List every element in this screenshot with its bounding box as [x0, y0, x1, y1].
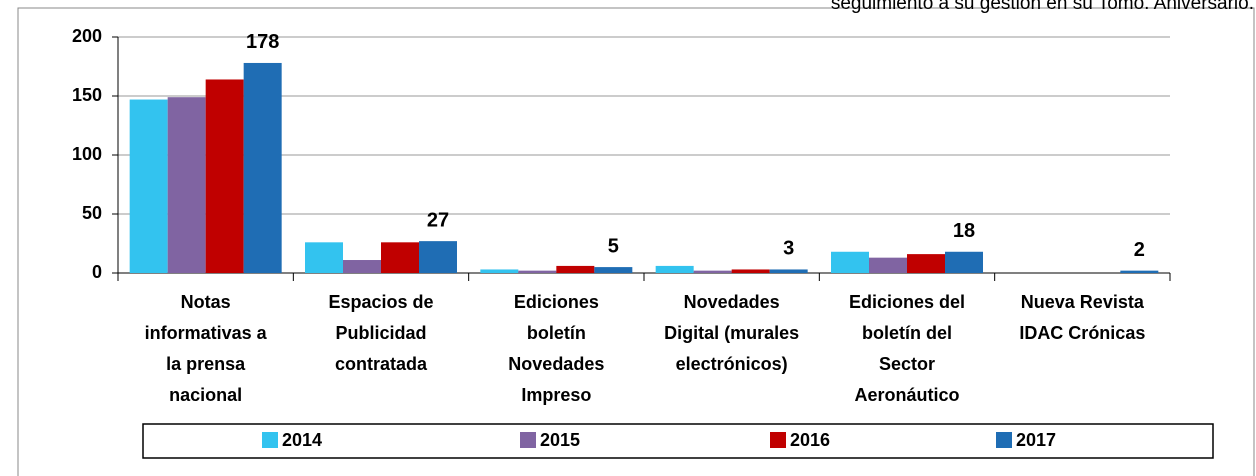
- bar: [167, 97, 206, 274]
- legend-swatch: [770, 432, 786, 448]
- data-label: 18: [953, 220, 975, 242]
- legend-box: [142, 423, 1214, 459]
- chart-frame: [17, 7, 1255, 476]
- header-text: seguimiento a su gestión en su Tomo. Ani…: [831, 0, 1254, 14]
- legend-label: 2017: [1016, 430, 1056, 450]
- legend-label: 2015: [540, 430, 580, 450]
- bar: [907, 254, 945, 273]
- y-tick-label: 0: [92, 262, 102, 282]
- bar: [243, 62, 282, 274]
- data-label: 27: [427, 209, 449, 231]
- data-label: 3: [783, 238, 794, 260]
- data-label: 5: [608, 235, 619, 257]
- legend-label: 2014: [282, 430, 322, 450]
- x-tick-label: Novedades Digital (murales electrónicos): [664, 292, 799, 374]
- bar: [419, 241, 457, 273]
- bar: [305, 242, 343, 273]
- bar: [769, 269, 808, 273]
- data-label: 2: [1134, 239, 1145, 261]
- bar: [480, 269, 519, 273]
- bar: [693, 270, 732, 273]
- bar: [831, 251, 869, 273]
- bar: [945, 251, 983, 273]
- bar: [655, 265, 694, 273]
- x-tick-label: Espacios de Publicidad contratada: [328, 292, 433, 374]
- bar: [1120, 270, 1159, 273]
- bar: [129, 99, 168, 273]
- bar: [556, 265, 595, 273]
- bar: [731, 269, 770, 273]
- y-tick-label: 200: [72, 26, 102, 46]
- legend-swatch: [520, 432, 536, 448]
- bar: [869, 257, 907, 273]
- x-tick-label: Ediciones del boletín del Sector Aeronáutic…: [849, 292, 965, 405]
- x-tick-label: Nueva Revista IDAC Crónicas: [1019, 292, 1145, 343]
- bar: [205, 79, 244, 273]
- y-tick-label: 150: [72, 85, 102, 105]
- bar: [381, 242, 419, 273]
- x-tick-label: Notas informativas a la prensa nacional: [145, 292, 268, 405]
- data-label: 178: [246, 31, 279, 53]
- legend-swatch: [262, 432, 278, 448]
- bar: [343, 260, 381, 273]
- x-tick-label: Ediciones boletín Novedades Impreso: [508, 292, 604, 405]
- legend-swatch: [996, 432, 1012, 448]
- y-tick-label: 100: [72, 144, 102, 164]
- y-tick-label: 50: [82, 203, 102, 223]
- legend-label: 2016: [790, 430, 830, 450]
- bar: [594, 267, 633, 273]
- bar: [518, 270, 557, 273]
